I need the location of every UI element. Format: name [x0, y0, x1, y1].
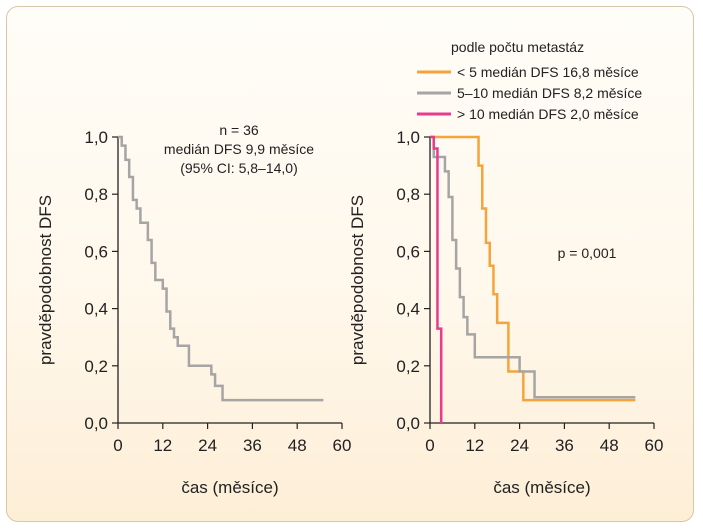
y-axis-label: pravděpodobnost DFS	[348, 195, 367, 365]
y-tick-label: 0,6	[396, 242, 420, 261]
x-tick-label: 48	[600, 436, 619, 455]
x-axis-label: čas (měsíce)	[493, 478, 590, 497]
y-tick-label: 0,8	[84, 185, 108, 204]
x-tick-label: 36	[555, 436, 574, 455]
annotation-text: (95% CI: 5,8–14,0)	[180, 160, 298, 176]
y-tick-label: 0,6	[84, 242, 108, 261]
y-tick-label: 0,4	[84, 300, 108, 319]
x-tick-label: 60	[333, 436, 352, 455]
x-tick-label: 0	[425, 436, 434, 455]
annotation-text: p = 0,001	[558, 245, 617, 261]
x-tick-label: 48	[288, 436, 307, 455]
figure-panel: 0 12 24 36 48 60 0,0 0,2 0,4 0,6 0,8 1,0 čas (měsíce…	[6, 6, 694, 522]
y-tick-label: 1,0	[84, 128, 108, 147]
chart-panel-1: 0 12 24 36 48 60 0,0 0,2 0,4 0,6 0,8 1,0 čas (měsíce…	[36, 122, 351, 497]
x-axis-label: čas (měsíce)	[181, 478, 278, 497]
legend-label-2: 5–10 medián DFS 8,2 měsíce	[457, 85, 642, 101]
x-tick-label: 12	[153, 436, 172, 455]
chart-svg: 0 12 24 36 48 60 0,0 0,2 0,4 0,6 0,8 1,0 čas (měsíce…	[36, 39, 663, 497]
series-line-3	[430, 135, 443, 423]
legend-title: podle počtu metastáz	[451, 39, 584, 55]
series-line-2	[430, 135, 636, 399]
y-axis-label: pravděpodobnost DFS	[36, 195, 55, 365]
y-tick-label: 0,2	[396, 357, 420, 376]
legend-label-1: < 5 medián DFS 16,8 měsíce	[457, 64, 639, 80]
y-tick-label: 0,4	[396, 300, 420, 319]
x-tick-label: 0	[113, 436, 122, 455]
series-line-1	[118, 135, 324, 402]
chart-panel-2: 0 12 24 36 48 60 0,0 0,2 0,4 0,6 0,8 1,0 čas (měsíce…	[348, 39, 663, 497]
x-tick-label: 36	[243, 436, 262, 455]
y-tick-label: 1,0	[396, 128, 420, 147]
x-tick-label: 24	[510, 436, 529, 455]
y-tick-label: 0,0	[396, 414, 420, 433]
x-tick-label: 12	[465, 436, 484, 455]
y-tick-label: 0,2	[84, 357, 108, 376]
y-tick-label: 0,0	[84, 414, 108, 433]
x-tick-label: 24	[198, 436, 217, 455]
y-tick-label: 0,8	[396, 185, 420, 204]
annotation-text: n = 36	[219, 122, 259, 138]
legend-label-3: > 10 medián DFS 2,0 měsíce	[457, 106, 639, 122]
annotation-text: medián DFS 9,9 měsíce	[164, 141, 314, 157]
x-tick-label: 60	[645, 436, 664, 455]
